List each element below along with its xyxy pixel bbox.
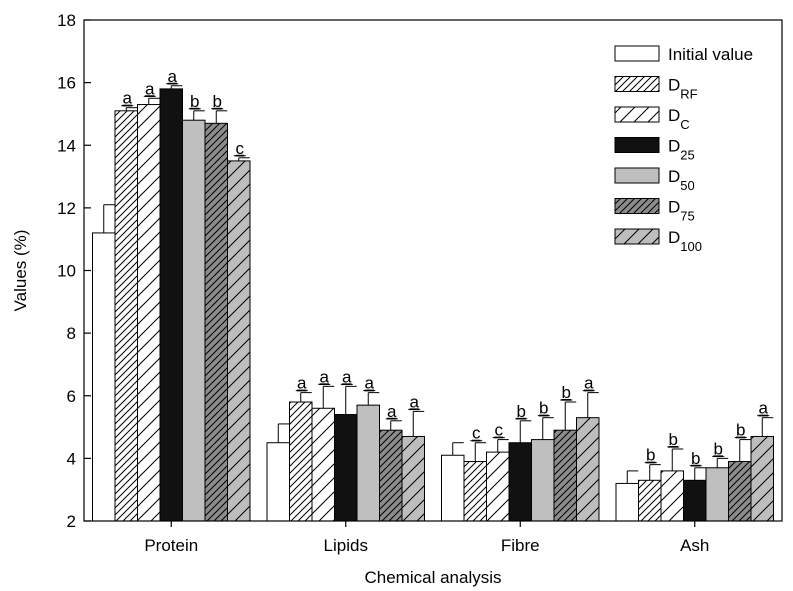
significance-label: a [297, 374, 307, 393]
y-tick-label: 10 [57, 262, 76, 281]
significance-label: b [190, 92, 199, 111]
legend-label: D25 [668, 137, 695, 163]
bar [159, 88, 183, 522]
bar [334, 414, 358, 522]
significance-label: b [517, 402, 526, 421]
significance-label: a [410, 392, 420, 411]
bar [683, 479, 707, 522]
y-tick-label: 8 [67, 324, 76, 343]
error-bars-layer [103, 85, 774, 484]
y-tick-label: 4 [67, 449, 76, 468]
significance-label: b [691, 449, 700, 468]
legend-label: D50 [668, 167, 695, 193]
significance-label: b [714, 439, 723, 458]
bar [92, 232, 116, 522]
y-tick-label: 14 [57, 136, 76, 155]
bar [508, 442, 532, 522]
significance-label: a [145, 79, 155, 98]
y-tick-label: 18 [57, 11, 76, 30]
x-tick-label: Lipids [324, 536, 368, 555]
bars-layer [92, 88, 774, 522]
legend-swatch [614, 76, 660, 92]
y-axis-title: Values (%) [11, 230, 30, 312]
bar [463, 461, 487, 522]
y-axis: 2 4 6 8 10 12 14 16 18 [57, 11, 91, 531]
significance-label: a [342, 367, 352, 386]
significance-label: a [387, 402, 397, 421]
bar [379, 429, 403, 522]
significance-label: a [759, 399, 769, 418]
y-tick-label: 16 [57, 74, 76, 93]
significance-label: a [365, 374, 375, 393]
bar [615, 482, 639, 522]
significance-label: a [320, 367, 330, 386]
bar [728, 461, 752, 522]
legend-swatch [614, 137, 660, 153]
legend-swatch [614, 106, 660, 123]
legend-label: D75 [668, 198, 695, 224]
legend-label: D100 [668, 228, 702, 254]
significance-label: b [669, 430, 678, 449]
x-axis-title: Chemical analysis [365, 568, 502, 587]
bar [289, 401, 313, 522]
legend-label: DRF [668, 76, 698, 102]
legend-swatch [614, 167, 660, 184]
bar [750, 435, 774, 522]
significance-label: a [168, 67, 178, 86]
bar [576, 417, 600, 522]
significance-label: b [213, 92, 222, 111]
x-tick-label: Ash [680, 536, 709, 555]
bar [441, 454, 465, 522]
bar [356, 404, 380, 522]
significance-label: b [736, 421, 745, 440]
significance-label: b [539, 399, 548, 418]
legend: Initial value DRF DC D25 D50 D75 D100 [614, 45, 753, 254]
legend-label: Initial value [668, 45, 753, 64]
y-tick-label: 2 [67, 512, 76, 531]
legend-label: DC [668, 106, 690, 132]
legend-swatch [614, 198, 660, 214]
significance-label: a [584, 374, 594, 393]
bar [182, 119, 206, 522]
bar [486, 451, 510, 522]
significance-label: c [495, 421, 504, 440]
y-tick-label: 6 [67, 387, 76, 406]
significance-label: b [562, 383, 571, 402]
bar [137, 104, 161, 522]
x-tick-label: Fibre [501, 536, 540, 555]
bar [401, 435, 425, 522]
bar [638, 479, 662, 522]
bar [227, 160, 251, 522]
bar [114, 110, 138, 522]
significance-label: a [123, 89, 133, 108]
y-tick-label: 12 [57, 199, 76, 218]
bar [553, 429, 577, 522]
legend-swatch [614, 45, 660, 62]
x-axis: Protein Lipids Fibre Ash [144, 521, 709, 555]
significance-label: b [646, 446, 655, 465]
bar [311, 407, 335, 522]
x-tick-label: Protein [144, 536, 198, 555]
bar [705, 467, 729, 522]
bar [660, 470, 684, 522]
significance-label: c [236, 139, 245, 158]
significance-label: c [472, 424, 481, 443]
bar [531, 439, 555, 522]
bar [266, 442, 290, 522]
legend-swatch [614, 228, 660, 245]
bar [204, 122, 228, 522]
